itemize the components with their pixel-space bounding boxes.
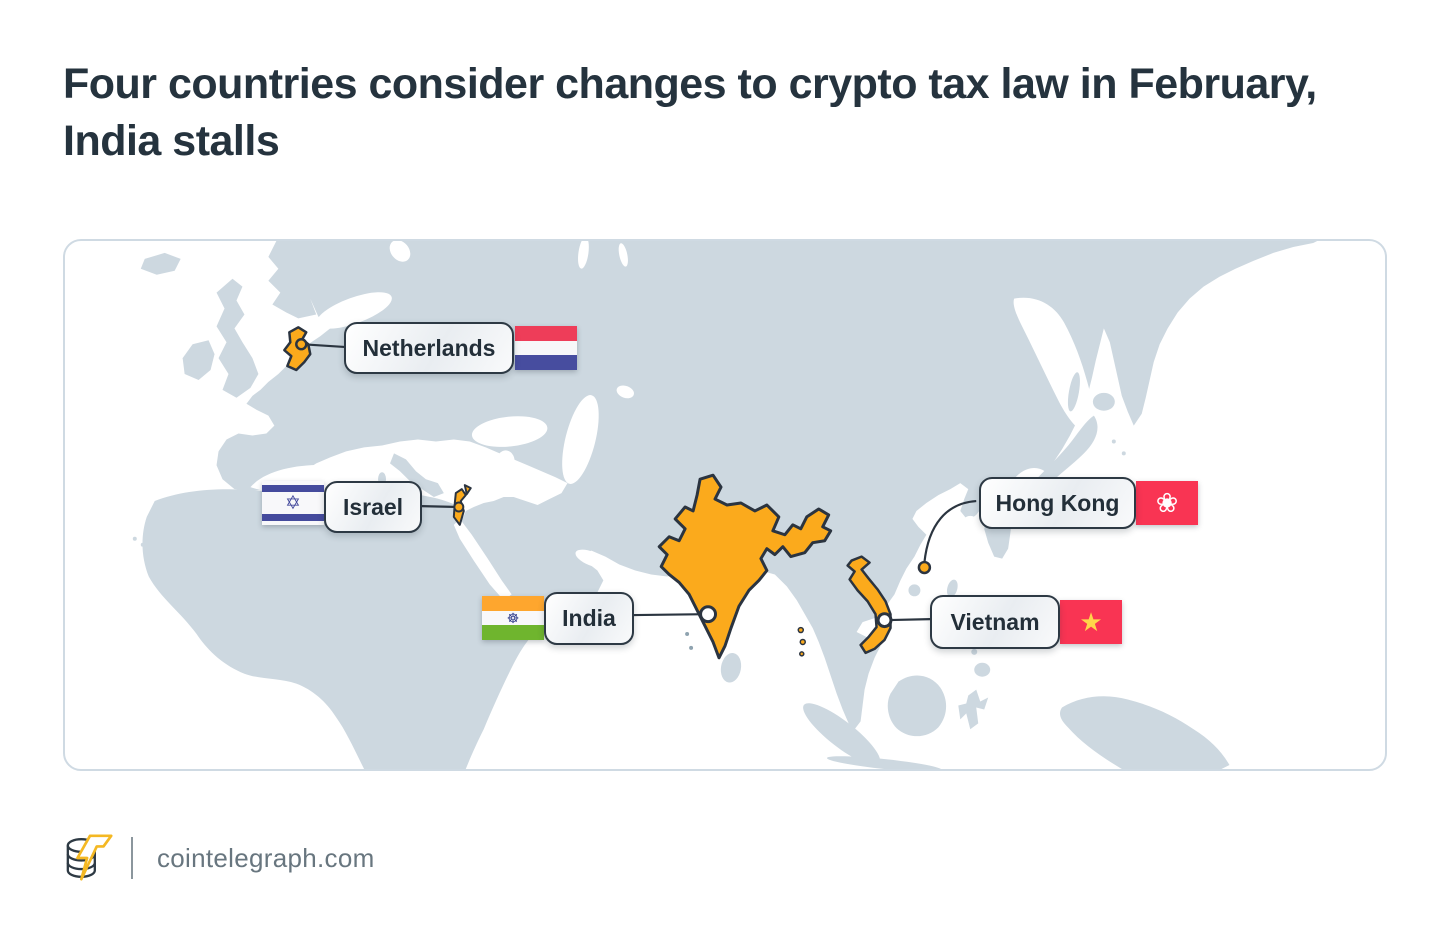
hong-kong-flag-icon: ❀ — [1136, 481, 1198, 525]
andaman-islands-shape — [799, 651, 805, 657]
flag-stripe — [482, 596, 544, 611]
star-icon: ★ — [1079, 607, 1103, 637]
callout-israel: Israel — [324, 481, 422, 533]
footer: cointelegraph.com — [63, 828, 375, 888]
callout-vietnam: Vietnam — [930, 595, 1060, 649]
flag-stripe — [515, 341, 577, 355]
callout-connectors — [301, 343, 977, 622]
vietnam-marker — [876, 612, 893, 629]
callout-hong-kong: Hong Kong — [979, 477, 1136, 529]
flag-stripe — [262, 514, 324, 521]
cointelegraph-logo-icon — [66, 834, 113, 881]
israel-flag-icon: ✡ — [262, 481, 324, 525]
netherlands-marker — [295, 338, 308, 351]
netherlands-connector — [301, 343, 349, 349]
hong-kong-connector — [923, 499, 977, 563]
small-island-dots — [685, 632, 694, 650]
callout-india-label: India — [562, 605, 616, 631]
islands — [132, 252, 1230, 769]
star-of-david-icon: ✡ — [285, 492, 301, 514]
israel-marker — [453, 501, 465, 513]
callout-israel-label: Israel — [342, 493, 404, 520]
india-marker — [699, 605, 718, 624]
country-markers — [295, 338, 932, 629]
andaman-islands-shape — [799, 638, 807, 646]
callout-hong-kong-label: Hong Kong — [995, 489, 1120, 516]
callout-india: India — [544, 592, 634, 645]
hong-kong-marker — [917, 560, 932, 575]
flag-stripe — [482, 625, 544, 640]
netherlands-flag-icon — [515, 326, 577, 370]
flag-stripe — [482, 611, 544, 625]
world-map-panel: Netherlands ✡ Israel ☸ India Hong Kong — [63, 239, 1387, 771]
page-title: Four countries consider changes to crypt… — [63, 60, 1317, 165]
flag-stripe — [262, 485, 324, 492]
israel-connector — [415, 504, 459, 509]
andaman-islands-shape — [797, 626, 805, 634]
israel-shape-north — [463, 484, 472, 496]
footer-divider — [131, 837, 133, 879]
callout-vietnam-label: Vietnam — [950, 608, 1040, 635]
callout-netherlands: Netherlands — [344, 322, 514, 374]
africa-landmass — [142, 489, 572, 769]
vietnam-shape — [846, 555, 892, 655]
flag-stripe — [515, 355, 577, 370]
callout-netherlands-label: Netherlands — [362, 334, 496, 361]
bauhinia-flower-icon: ❀ — [1155, 487, 1179, 518]
india-flag-icon: ☸ — [482, 596, 544, 640]
footer-site-text: cointelegraph.com — [157, 842, 375, 873]
ashoka-chakra-icon: ☸ — [506, 610, 520, 626]
inland-seas — [250, 241, 1093, 601]
flag-stripe — [515, 326, 577, 341]
india-connector — [629, 613, 706, 617]
vietnam-flag-icon: ★ — [1060, 600, 1122, 644]
